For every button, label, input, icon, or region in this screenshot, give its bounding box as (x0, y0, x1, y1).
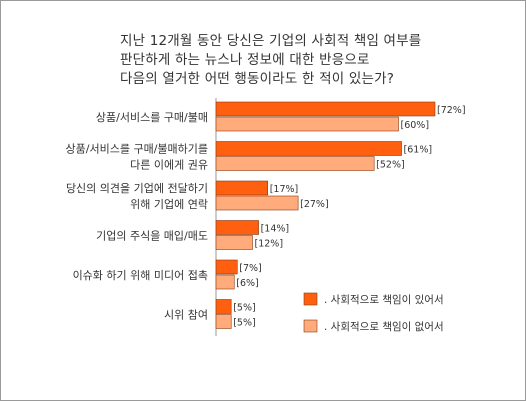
bar (215, 299, 232, 314)
category-label: 당신의 의견을 기업에 전달하기 (66, 181, 208, 195)
data-label: [5%] (233, 303, 255, 314)
legend-label: . 사회적으로 책임이 없어서 (324, 320, 444, 333)
bar (215, 314, 232, 329)
category-label: 위해 기업에 연락 (130, 197, 208, 211)
bar (215, 274, 235, 290)
data-label: [27%] (300, 199, 329, 210)
category-label: 기업의 주식을 매입/매도 (96, 230, 208, 243)
data-label: [12%] (255, 239, 284, 250)
data-label: [7%] (239, 263, 261, 274)
title-line-2: 판단하게 하는 뉴스나 정보에 대한 반응으로 (120, 52, 370, 68)
category-label: 이슈화 하기 위해 미디어 접촉 (73, 268, 208, 282)
bar (215, 101, 436, 117)
data-label: [6%] (236, 278, 258, 289)
bar (215, 259, 238, 275)
bar (215, 141, 402, 156)
bar (215, 180, 269, 196)
bar (215, 156, 375, 171)
legend-swatch (303, 292, 318, 306)
legend-swatch (303, 319, 318, 333)
data-label: [72%] (437, 105, 466, 116)
category-label: 시위 참여 (164, 309, 208, 322)
data-label: [14%] (261, 224, 290, 235)
data-label: [17%] (270, 184, 299, 195)
data-label: [52%] (376, 160, 405, 171)
data-label: [61%] (404, 145, 433, 156)
bar (215, 235, 253, 250)
bar (215, 195, 299, 211)
data-label: [60%] (401, 120, 430, 131)
title-line-1: 지난 12개월 동안 당신은 기업의 사회적 책임 여부를 (120, 33, 422, 49)
bar (215, 220, 259, 235)
chart-title: 지난 12개월 동안 당신은 기업의 사회적 책임 여부를 판단하게 하는 뉴스… (120, 32, 520, 89)
data-label: [5%] (233, 318, 255, 329)
title-line-3: 다음의 열거한 어떤 행동이라도 한 적이 있는가? (120, 71, 395, 87)
bar (215, 116, 399, 132)
legend-label: . 사회적으로 책임이 있어서 (324, 293, 444, 306)
category-label: 다른 이에게 권유 (130, 159, 208, 172)
category-label: 상품/서비스를 구매/불매 (96, 111, 208, 124)
category-label: 상품/서비스를 구매/불매하기를 (66, 142, 208, 156)
